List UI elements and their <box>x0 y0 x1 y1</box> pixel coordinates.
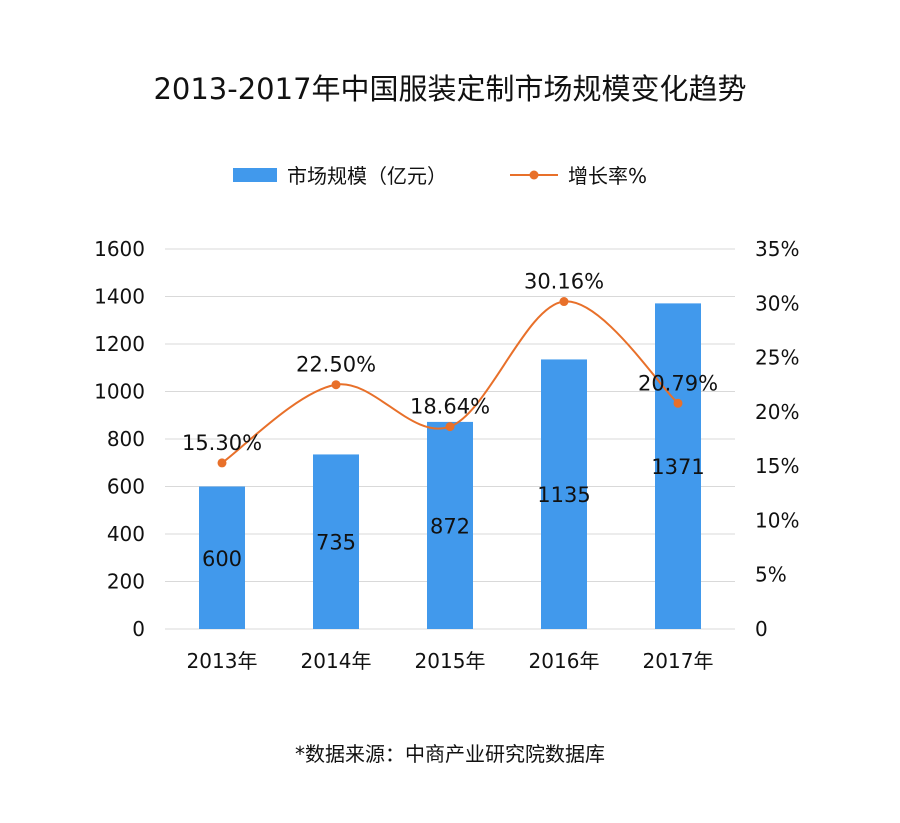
source-note: *数据来源：中商产业研究院数据库 <box>295 742 605 766</box>
right-tick-label: 30% <box>755 291 799 315</box>
legend-line-swatch <box>510 170 558 179</box>
left-tick-label: 200 <box>107 570 145 594</box>
right-tick-label: 10% <box>755 508 799 532</box>
bar <box>313 454 359 629</box>
right-tick-label: 20% <box>755 400 799 424</box>
right-tick-label: 35% <box>755 237 799 261</box>
right-tick-label: 5% <box>755 563 787 587</box>
line-data-label: 15.30% <box>182 431 262 455</box>
growth-point <box>445 422 455 432</box>
right-tick-label: 25% <box>755 346 799 370</box>
legend-label: 增长率% <box>568 164 648 188</box>
x-tick-label: 2017年 <box>643 649 714 673</box>
right-tick-label: 0 <box>755 617 768 641</box>
legend: 市场规模（亿元） 增长率% <box>0 160 900 190</box>
x-tick-label: 2013年 <box>187 649 258 673</box>
chart-title: 2013-2017年中国服装定制市场规模变化趋势 <box>153 72 747 106</box>
right-tick-label: 15% <box>755 454 799 478</box>
left-tick-label: 1000 <box>94 380 145 404</box>
growth-point <box>673 398 683 408</box>
growth-point <box>559 297 569 307</box>
bar <box>199 486 245 629</box>
bar-data-label: 872 <box>430 514 470 538</box>
legend-item-market-size: 市场规模（亿元） <box>233 160 447 189</box>
bar <box>541 359 587 629</box>
x-tick-label: 2016年 <box>529 649 600 673</box>
legend-label: 市场规模（亿元） <box>287 164 447 188</box>
left-tick-label: 600 <box>107 475 145 499</box>
bar-data-label: 1371 <box>651 455 704 479</box>
growth-line <box>221 300 679 464</box>
line-data-label: 30.16% <box>524 270 604 294</box>
bar-data-label: 600 <box>202 547 242 571</box>
left-tick-label: 800 <box>107 427 145 451</box>
line-data-label: 22.50% <box>296 353 376 377</box>
left-tick-label: 1400 <box>94 285 145 309</box>
left-tick-label: 400 <box>107 522 145 546</box>
growth-point <box>217 458 227 468</box>
legend-item-growth-rate: 增长率% <box>510 160 647 189</box>
left-tick-label: 1600 <box>94 237 145 261</box>
bar-data-label: 735 <box>316 531 356 555</box>
bar-data-label: 1135 <box>537 483 590 507</box>
bar <box>655 303 701 629</box>
x-tick-label: 2015年 <box>415 649 486 673</box>
x-tick-label: 2014年 <box>301 649 372 673</box>
left-tick-label: 1200 <box>94 332 145 356</box>
growth-point <box>331 380 341 390</box>
line-data-label: 18.64% <box>410 395 490 419</box>
left-tick-label: 0 <box>132 617 145 641</box>
legend-bar-swatch <box>233 167 277 182</box>
bar <box>427 421 473 629</box>
line-data-label: 20.79% <box>638 371 718 395</box>
